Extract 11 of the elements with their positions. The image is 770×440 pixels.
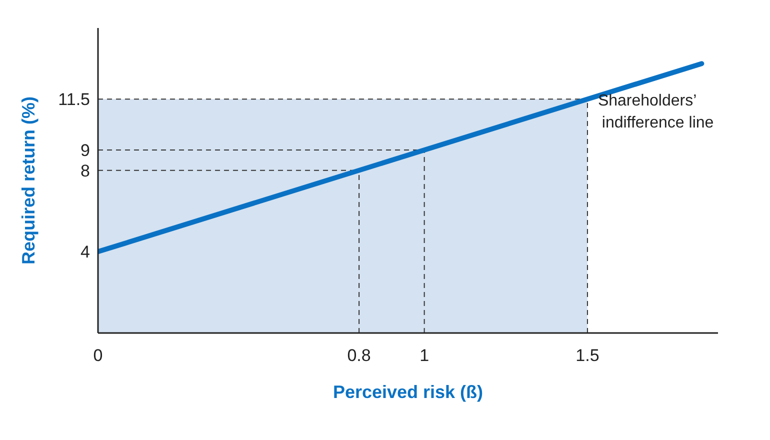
y-tick-label: 11.5 [58, 90, 90, 110]
x-tick-label: 0 [93, 346, 103, 366]
series-label: Shareholders’ indifference line [598, 92, 714, 132]
y-axis-title: Required return (%) [18, 96, 38, 265]
y-tick-label: 8 [80, 161, 90, 180]
x-tick-label: 0.8 [347, 346, 371, 366]
x-tick-label: 1 [420, 346, 430, 366]
x-tick-label: 1.5 [576, 346, 600, 366]
y-tick-label: 9 [80, 141, 90, 160]
y-tick-label: 4 [80, 242, 90, 262]
x-axis-title: Perceived risk (ß) [332, 382, 484, 402]
